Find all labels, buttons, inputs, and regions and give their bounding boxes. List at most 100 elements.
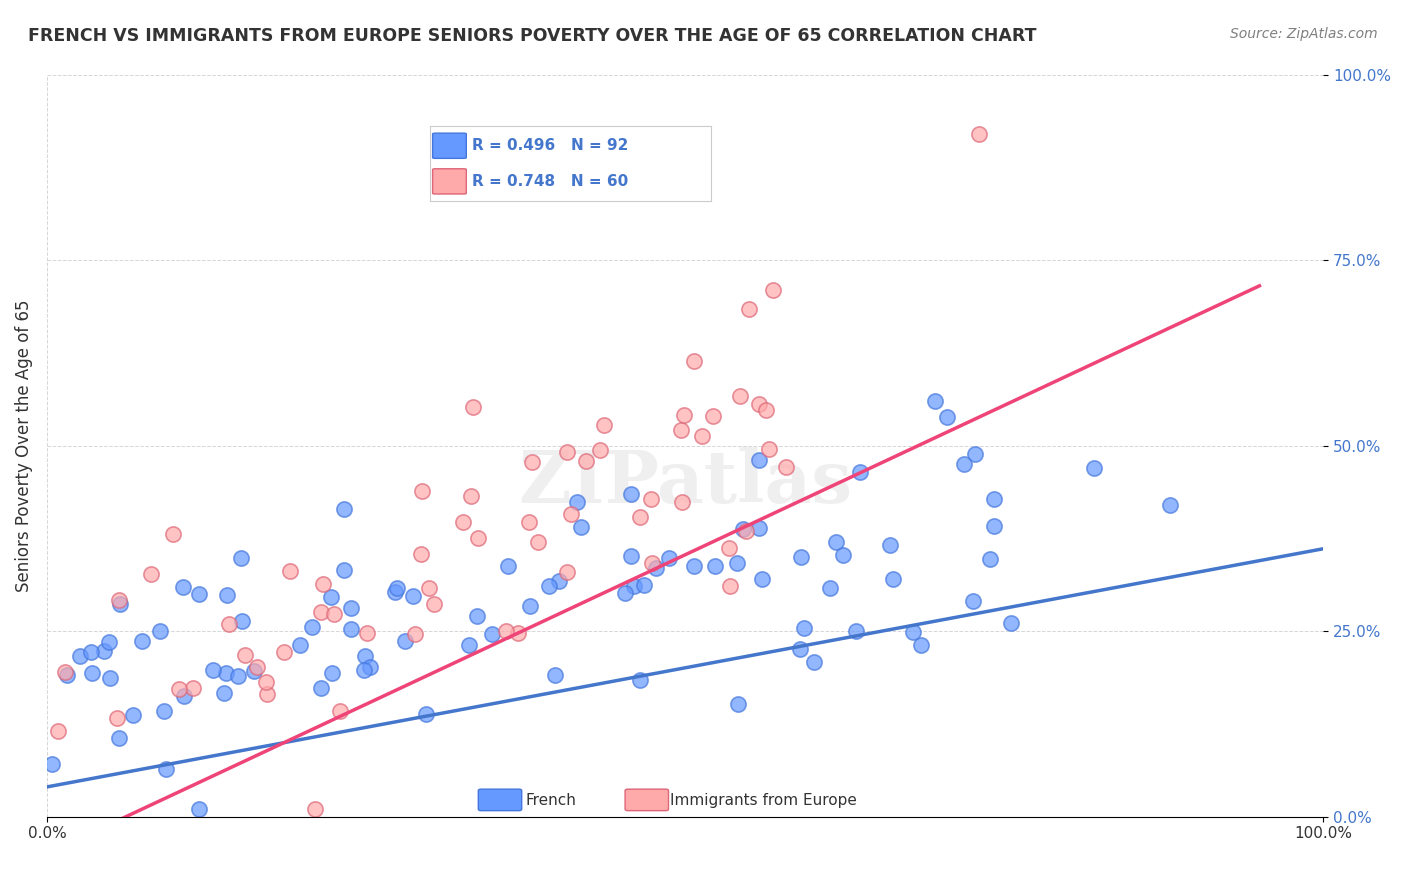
Immigrants from Europe [527, 535, 550, 549]
French [953, 457, 976, 471]
Immigrants from Europe [593, 417, 616, 432]
Immigrants from Europe [218, 616, 240, 631]
French [789, 642, 811, 657]
French [832, 548, 855, 562]
Immigrants from Europe [256, 687, 278, 701]
French [910, 638, 932, 652]
French [394, 633, 416, 648]
Immigrants from Europe [967, 127, 990, 141]
French [818, 581, 841, 595]
French [623, 579, 645, 593]
French [188, 802, 211, 816]
French [965, 447, 987, 461]
French [633, 577, 655, 591]
Immigrants from Europe [245, 659, 267, 673]
Immigrants from Europe [640, 491, 662, 506]
French [288, 638, 311, 652]
Text: Source: ZipAtlas.com: Source: ZipAtlas.com [1230, 27, 1378, 41]
French [384, 584, 406, 599]
French [339, 601, 361, 615]
French [751, 572, 773, 586]
French [496, 559, 519, 574]
French [202, 663, 225, 677]
Immigrants from Europe [758, 442, 780, 456]
Immigrants from Europe [312, 577, 335, 591]
Immigrants from Europe [762, 283, 785, 297]
Immigrants from Europe [273, 645, 295, 659]
Immigrants from Europe [304, 802, 326, 816]
Immigrants from Europe [748, 397, 770, 411]
French [979, 551, 1001, 566]
Text: French: French [526, 793, 576, 808]
French [41, 756, 63, 771]
French [620, 487, 643, 501]
Immigrants from Europe [181, 681, 204, 695]
French [481, 627, 503, 641]
Text: Immigrants from Europe: Immigrants from Europe [669, 793, 856, 808]
French [1159, 498, 1181, 512]
French [519, 599, 541, 614]
French [333, 502, 356, 516]
French [131, 634, 153, 648]
Immigrants from Europe [108, 593, 131, 607]
French [548, 574, 571, 588]
French [82, 665, 104, 680]
French [353, 649, 375, 664]
French [229, 551, 252, 566]
Immigrants from Europe [278, 564, 301, 578]
French [415, 707, 437, 722]
French [569, 520, 592, 534]
French [321, 590, 343, 604]
French [644, 560, 666, 574]
Immigrants from Europe [690, 429, 713, 443]
French [882, 572, 904, 586]
French [122, 708, 145, 723]
Immigrants from Europe [728, 389, 751, 403]
Immigrants from Europe [557, 565, 579, 579]
French [56, 668, 79, 682]
Immigrants from Europe [467, 532, 489, 546]
Immigrants from Europe [735, 524, 758, 538]
Immigrants from Europe [508, 626, 530, 640]
Immigrants from Europe [717, 541, 740, 555]
French [936, 409, 959, 424]
Immigrants from Europe [311, 605, 333, 619]
Immigrants from Europe [520, 455, 543, 469]
Immigrants from Europe [517, 515, 540, 529]
Immigrants from Europe [628, 509, 651, 524]
French [620, 549, 643, 563]
French [565, 495, 588, 509]
French [226, 669, 249, 683]
French [733, 522, 755, 536]
Immigrants from Europe [162, 526, 184, 541]
French [725, 556, 748, 570]
French [385, 582, 408, 596]
FancyBboxPatch shape [478, 789, 522, 811]
French [172, 580, 194, 594]
Y-axis label: Seniors Poverty Over the Age of 65: Seniors Poverty Over the Age of 65 [15, 300, 32, 591]
French [983, 491, 1005, 506]
French [97, 634, 120, 648]
Immigrants from Europe [672, 408, 695, 422]
Immigrants from Europe [329, 704, 352, 718]
Immigrants from Europe [356, 625, 378, 640]
French [1083, 460, 1105, 475]
Immigrants from Europe [53, 665, 76, 679]
Immigrants from Europe [254, 675, 277, 690]
Immigrants from Europe [641, 556, 664, 570]
French [704, 559, 727, 574]
French [401, 590, 423, 604]
Text: ZIPatlas: ZIPatlas [517, 447, 852, 518]
Immigrants from Europe [560, 507, 582, 521]
French [93, 644, 115, 658]
French [682, 558, 704, 573]
French [1000, 615, 1022, 630]
French [465, 608, 488, 623]
Immigrants from Europe [669, 423, 692, 437]
French [614, 586, 637, 600]
Immigrants from Europe [555, 445, 578, 459]
French [727, 697, 749, 711]
French [359, 660, 381, 674]
Immigrants from Europe [671, 495, 693, 509]
French [243, 664, 266, 678]
